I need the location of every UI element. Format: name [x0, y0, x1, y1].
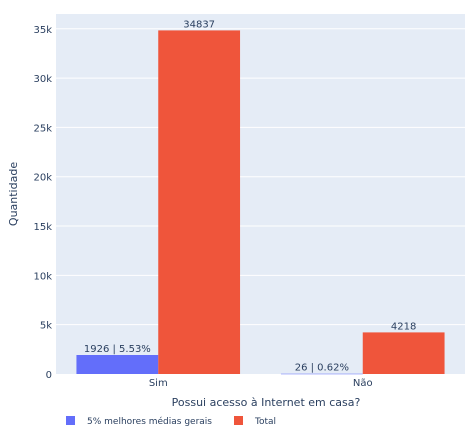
bar-value-label: 26 | 0.62%: [295, 363, 349, 374]
gridlines: [56, 28, 465, 326]
y-tick-label: 15k: [33, 222, 52, 233]
legend-label[interactable]: 5% melhores médias gerais: [87, 416, 212, 426]
bar-value-label: 4218: [391, 321, 416, 332]
legend-swatch[interactable]: [234, 416, 243, 425]
y-tick-label: 30k: [33, 74, 52, 85]
y-tick-label: 0: [46, 370, 52, 381]
bars: [76, 30, 445, 375]
x-tick-label: Não: [353, 378, 373, 389]
bar-top5-não[interactable]: [280, 373, 363, 375]
y-axis-title: Quantidade: [7, 162, 20, 226]
y-tick-label: 10k: [33, 271, 52, 282]
x-axis-title: Possui acesso à Internet em casa?: [172, 396, 361, 409]
legend-label[interactable]: Total: [254, 417, 276, 426]
bar-value-label: 34837: [183, 19, 215, 30]
plot-background: [56, 14, 465, 374]
bar-top5-sim[interactable]: [76, 355, 159, 374]
x-axis-ticks: Sim Não: [149, 378, 373, 389]
bar-labels: 1926 | 5.53% 34837 26 | 0.62% 4218: [84, 19, 417, 373]
x-tick-label: Sim: [149, 378, 168, 389]
y-tick-label: 5k: [40, 321, 52, 332]
y-axis-ticks: 0 5k 10k 15k 20k 25k 30k 35k: [33, 25, 52, 381]
legend: 5% melhores médias gerais Total: [66, 416, 276, 426]
legend-swatch[interactable]: [66, 416, 75, 425]
bar-value-label: 1926 | 5.53%: [84, 344, 151, 355]
y-tick-label: 20k: [33, 173, 52, 184]
y-tick-label: 35k: [33, 25, 52, 36]
bar-total-não[interactable]: [362, 332, 445, 374]
bar-total-sim[interactable]: [158, 30, 241, 374]
y-tick-label: 25k: [33, 123, 52, 134]
